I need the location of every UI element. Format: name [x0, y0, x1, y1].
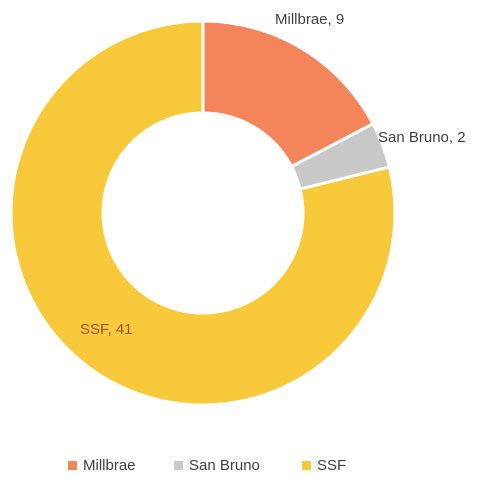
legend-label: Millbrae: [83, 457, 136, 474]
legend-swatch: [68, 461, 77, 470]
data-label: San Bruno, 2: [378, 129, 466, 146]
data-label: SSF, 41: [80, 321, 133, 338]
legend-label: SSF: [317, 457, 346, 474]
donut-slice: [201, 19, 376, 169]
donut-slice: [9, 19, 397, 407]
legend-swatch: [174, 461, 183, 470]
legend-swatch: [302, 461, 311, 470]
legend-label: San Bruno: [189, 457, 260, 474]
data-label: Millbrae, 9: [275, 11, 344, 28]
